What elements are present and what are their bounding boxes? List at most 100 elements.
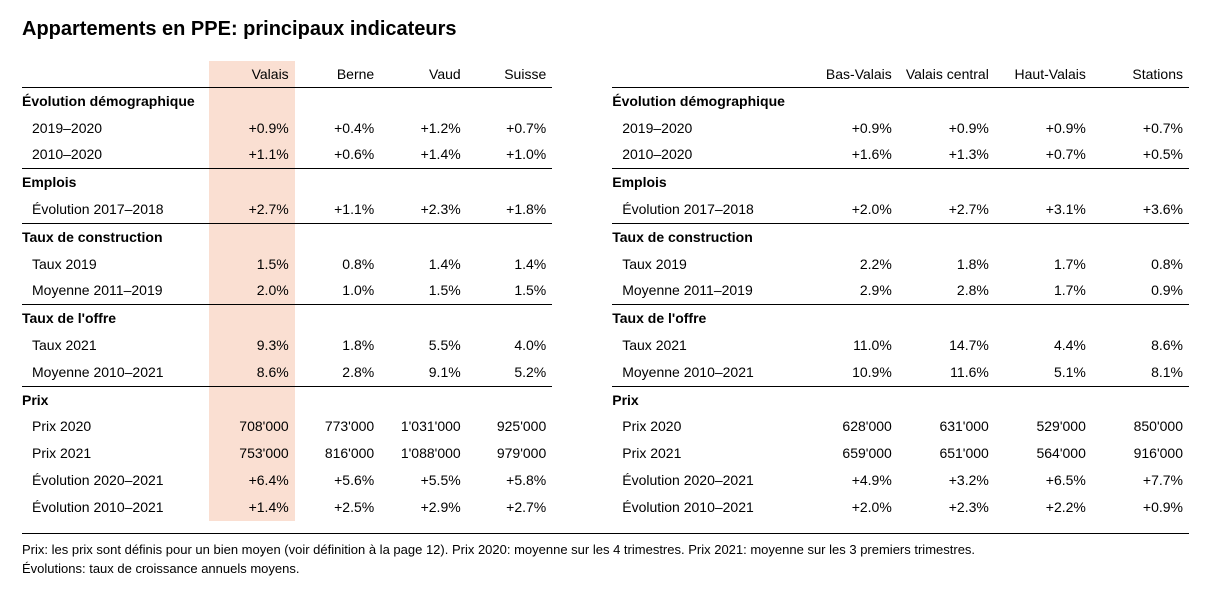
data-cell: 1.5% [467,277,553,304]
data-cell: 5.1% [995,359,1092,386]
left-table: ValaisBerneVaudSuisseÉvolution démograph… [22,61,552,521]
empty-cell [801,386,898,413]
data-cell: 4.4% [995,332,1092,359]
page-title: Appartements en PPE: principaux indicate… [22,18,1189,41]
row-label: Moyenne 2011–2019 [22,277,209,304]
row-label: Moyenne 2010–2021 [22,359,209,386]
data-cell: 753'000 [209,440,295,467]
empty-cell [295,223,381,250]
column-header: Stations [1092,61,1189,87]
data-cell: 4.0% [467,332,553,359]
data-cell: +1.3% [898,141,995,168]
empty-cell [995,87,1092,114]
row-label: Taux 2021 [612,332,801,359]
empty-cell [801,223,898,250]
empty-cell [380,169,466,196]
data-cell: +0.9% [995,115,1092,142]
section-header: Prix [612,386,801,413]
empty-cell [1092,223,1189,250]
row-label: Évolution 2020–2021 [612,467,801,494]
column-header: Vaud [380,61,466,87]
row-label: Moyenne 2011–2019 [612,277,801,304]
data-cell: +0.6% [295,141,381,168]
data-cell: +5.5% [380,467,466,494]
section-header: Prix [22,386,209,413]
data-cell: 0.8% [1092,251,1189,278]
empty-cell [467,386,553,413]
data-cell: +5.6% [295,467,381,494]
empty-cell [380,386,466,413]
data-cell: 564'000 [995,440,1092,467]
column-header: Valais [209,61,295,87]
data-cell: +1.4% [380,141,466,168]
column-header: Berne [295,61,381,87]
section-header: Évolution démographique [612,87,801,114]
empty-cell [995,386,1092,413]
empty-cell [1092,305,1189,332]
data-cell: 1.7% [995,277,1092,304]
empty-cell [801,305,898,332]
data-cell: 11.6% [898,359,995,386]
data-cell: 979'000 [467,440,553,467]
empty-cell [898,87,995,114]
data-cell: 11.0% [801,332,898,359]
data-cell: 708'000 [209,413,295,440]
empty-cell [209,305,295,332]
data-cell: 631'000 [898,413,995,440]
row-label: 2010–2020 [612,141,801,168]
data-cell: 9.1% [380,359,466,386]
data-cell: 2.9% [801,277,898,304]
row-label: Évolution 2010–2021 [612,494,801,521]
data-cell: 8.1% [1092,359,1189,386]
empty-cell [380,223,466,250]
empty-cell [295,386,381,413]
empty-cell [209,223,295,250]
data-cell: +1.8% [467,196,553,223]
section-header: Taux de construction [22,223,209,250]
data-cell: 9.3% [209,332,295,359]
data-cell: 773'000 [295,413,381,440]
data-cell: 816'000 [295,440,381,467]
data-cell: 2.0% [209,277,295,304]
data-cell: 10.9% [801,359,898,386]
data-cell: +7.7% [1092,467,1189,494]
data-cell: +1.2% [380,115,466,142]
data-cell: 1.5% [209,251,295,278]
data-cell: +0.9% [801,115,898,142]
data-cell: +2.9% [380,494,466,521]
empty-cell [209,386,295,413]
section-header: Taux de construction [612,223,801,250]
data-cell: +5.8% [467,467,553,494]
data-cell: 628'000 [801,413,898,440]
data-cell: +0.9% [209,115,295,142]
empty-cell [995,169,1092,196]
data-cell: +0.4% [295,115,381,142]
data-cell: +2.0% [801,196,898,223]
row-label: Prix 2020 [22,413,209,440]
section-header: Taux de l'offre [612,305,801,332]
tables-container: ValaisBerneVaudSuisseÉvolution démograph… [22,61,1189,521]
empty-cell [467,87,553,114]
data-cell: 651'000 [898,440,995,467]
row-label: Prix 2021 [612,440,801,467]
row-label: Prix 2020 [612,413,801,440]
empty-cell [1092,169,1189,196]
empty-cell [467,223,553,250]
empty-cell [898,386,995,413]
column-header: Haut-Valais [995,61,1092,87]
empty-cell [801,87,898,114]
empty-cell [898,169,995,196]
data-cell: +2.7% [467,494,553,521]
data-cell: 916'000 [1092,440,1189,467]
column-header: Bas-Valais [801,61,898,87]
data-cell: +1.1% [295,196,381,223]
data-cell: +2.5% [295,494,381,521]
data-cell: 2.2% [801,251,898,278]
data-cell: +6.5% [995,467,1092,494]
empty-cell [467,169,553,196]
data-cell: 659'000 [801,440,898,467]
empty-cell [209,169,295,196]
data-cell: 1.4% [380,251,466,278]
empty-cell [467,305,553,332]
data-cell: +2.0% [801,494,898,521]
